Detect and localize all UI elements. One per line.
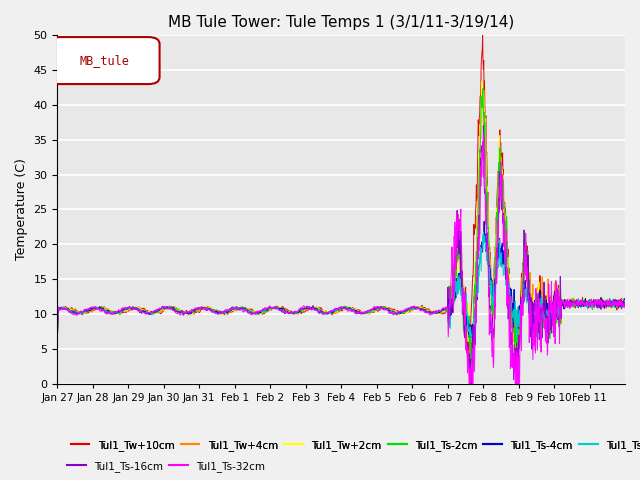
Legend: Tul1_Tw+10cm, Tul1_Tw+4cm, Tul1_Tw+2cm, Tul1_Ts-2cm, Tul1_Ts-4cm, Tul1_Ts-8cm: Tul1_Tw+10cm, Tul1_Tw+4cm, Tul1_Tw+2cm, …	[67, 436, 640, 455]
Text: MB_tule: MB_tule	[79, 54, 129, 67]
Title: MB Tule Tower: Tule Temps 1 (3/1/11-3/19/14): MB Tule Tower: Tule Temps 1 (3/1/11-3/19…	[168, 15, 515, 30]
Y-axis label: Temperature (C): Temperature (C)	[15, 158, 28, 260]
FancyBboxPatch shape	[49, 37, 159, 84]
